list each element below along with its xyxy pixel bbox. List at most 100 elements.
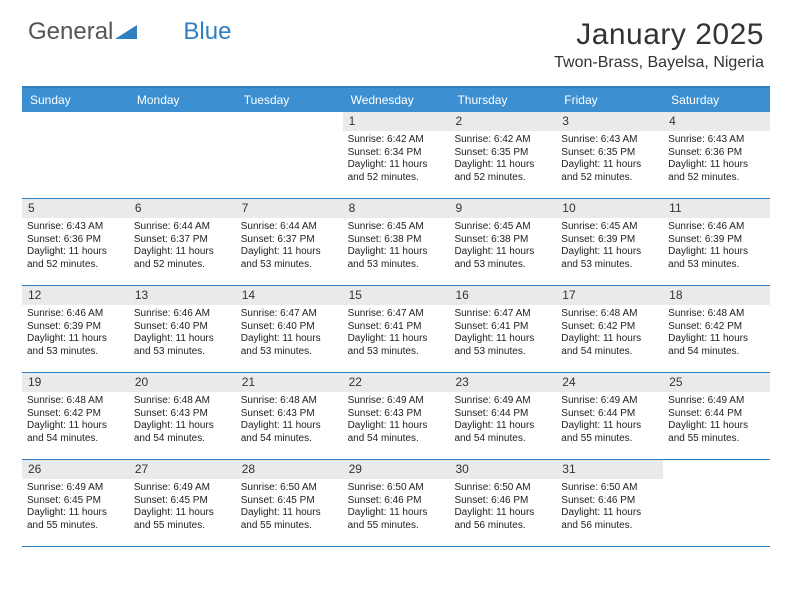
day-body: Sunrise: 6:49 AMSunset: 6:43 PMDaylight:… <box>343 392 450 449</box>
day-line: Sunset: 6:46 PM <box>348 495 445 508</box>
brand-logo: General Blue <box>28 18 231 46</box>
day-body: Sunrise: 6:46 AMSunset: 6:39 PMDaylight:… <box>663 218 770 275</box>
day-header-row: SundayMondayTuesdayWednesdayThursdayFrid… <box>22 88 770 112</box>
day-line: Sunrise: 6:48 AM <box>134 395 231 408</box>
day-body: Sunrise: 6:49 AMSunset: 6:44 PMDaylight:… <box>556 392 663 449</box>
day-header: Tuesday <box>236 88 343 112</box>
day-number: 11 <box>663 199 770 218</box>
day-line: Sunset: 6:44 PM <box>561 408 658 421</box>
day-line: Sunrise: 6:49 AM <box>27 482 124 495</box>
day-line: Sunrise: 6:47 AM <box>454 308 551 321</box>
calendar-cell: 16Sunrise: 6:47 AMSunset: 6:41 PMDayligh… <box>449 286 556 372</box>
day-line: Sunset: 6:42 PM <box>27 408 124 421</box>
calendar-cell: 7Sunrise: 6:44 AMSunset: 6:37 PMDaylight… <box>236 199 343 285</box>
week-row: 12Sunrise: 6:46 AMSunset: 6:39 PMDayligh… <box>22 286 770 373</box>
day-line: Daylight: 11 hours and 56 minutes. <box>454 507 551 532</box>
day-number: 2 <box>449 112 556 131</box>
day-line: Sunrise: 6:43 AM <box>668 134 765 147</box>
day-number: 25 <box>663 373 770 392</box>
day-line: Sunrise: 6:44 AM <box>241 221 338 234</box>
day-line: Sunrise: 6:45 AM <box>348 221 445 234</box>
day-line: Daylight: 11 hours and 53 minutes. <box>134 333 231 358</box>
day-line: Daylight: 11 hours and 53 minutes. <box>241 333 338 358</box>
day-number: 17 <box>556 286 663 305</box>
day-line: Sunset: 6:38 PM <box>454 234 551 247</box>
calendar-cell <box>129 112 236 198</box>
day-line: Daylight: 11 hours and 54 minutes. <box>454 420 551 445</box>
day-number: 15 <box>343 286 450 305</box>
calendar-cell: 11Sunrise: 6:46 AMSunset: 6:39 PMDayligh… <box>663 199 770 285</box>
day-line: Sunset: 6:36 PM <box>668 147 765 160</box>
day-body: Sunrise: 6:42 AMSunset: 6:35 PMDaylight:… <box>449 131 556 188</box>
day-number: 26 <box>22 460 129 479</box>
day-line: Sunrise: 6:45 AM <box>561 221 658 234</box>
day-number: 20 <box>129 373 236 392</box>
day-line: Sunrise: 6:42 AM <box>348 134 445 147</box>
page-header: General Blue January 2025 Twon-Brass, Ba… <box>0 0 792 78</box>
calendar-cell: 29Sunrise: 6:50 AMSunset: 6:46 PMDayligh… <box>343 460 450 546</box>
day-number <box>236 112 343 131</box>
day-line: Daylight: 11 hours and 52 minutes. <box>561 159 658 184</box>
day-line: Sunset: 6:36 PM <box>27 234 124 247</box>
day-number: 1 <box>343 112 450 131</box>
day-line: Daylight: 11 hours and 55 minutes. <box>561 420 658 445</box>
day-body <box>22 131 129 138</box>
day-line: Sunrise: 6:49 AM <box>454 395 551 408</box>
day-number: 10 <box>556 199 663 218</box>
day-line: Daylight: 11 hours and 55 minutes. <box>241 507 338 532</box>
day-number: 23 <box>449 373 556 392</box>
day-line: Sunrise: 6:46 AM <box>668 221 765 234</box>
day-line: Sunrise: 6:46 AM <box>27 308 124 321</box>
day-line: Sunrise: 6:43 AM <box>27 221 124 234</box>
day-line: Sunrise: 6:50 AM <box>241 482 338 495</box>
day-line: Sunset: 6:38 PM <box>348 234 445 247</box>
day-line: Sunset: 6:41 PM <box>348 321 445 334</box>
day-line: Sunset: 6:40 PM <box>134 321 231 334</box>
day-body: Sunrise: 6:44 AMSunset: 6:37 PMDaylight:… <box>129 218 236 275</box>
day-line: Daylight: 11 hours and 52 minutes. <box>668 159 765 184</box>
day-number: 19 <box>22 373 129 392</box>
day-line: Daylight: 11 hours and 55 minutes. <box>27 507 124 532</box>
day-line: Daylight: 11 hours and 56 minutes. <box>561 507 658 532</box>
day-line: Sunset: 6:44 PM <box>668 408 765 421</box>
calendar-cell: 30Sunrise: 6:50 AMSunset: 6:46 PMDayligh… <box>449 460 556 546</box>
day-body: Sunrise: 6:47 AMSunset: 6:41 PMDaylight:… <box>343 305 450 362</box>
day-body: Sunrise: 6:42 AMSunset: 6:34 PMDaylight:… <box>343 131 450 188</box>
day-line: Sunset: 6:39 PM <box>668 234 765 247</box>
day-line: Sunset: 6:42 PM <box>561 321 658 334</box>
day-line: Daylight: 11 hours and 52 minutes. <box>134 246 231 271</box>
day-line: Sunrise: 6:42 AM <box>454 134 551 147</box>
day-header: Wednesday <box>343 88 450 112</box>
day-number: 27 <box>129 460 236 479</box>
day-body <box>236 131 343 138</box>
calendar-cell: 22Sunrise: 6:49 AMSunset: 6:43 PMDayligh… <box>343 373 450 459</box>
week-row: 26Sunrise: 6:49 AMSunset: 6:45 PMDayligh… <box>22 460 770 547</box>
day-number: 3 <box>556 112 663 131</box>
day-line: Sunset: 6:35 PM <box>454 147 551 160</box>
day-line: Sunrise: 6:48 AM <box>241 395 338 408</box>
day-number: 16 <box>449 286 556 305</box>
day-line: Daylight: 11 hours and 53 minutes. <box>348 246 445 271</box>
day-number: 18 <box>663 286 770 305</box>
day-line: Sunrise: 6:48 AM <box>561 308 658 321</box>
day-body: Sunrise: 6:48 AMSunset: 6:42 PMDaylight:… <box>22 392 129 449</box>
day-line: Sunset: 6:46 PM <box>454 495 551 508</box>
day-line: Sunrise: 6:49 AM <box>134 482 231 495</box>
day-body: Sunrise: 6:49 AMSunset: 6:44 PMDaylight:… <box>663 392 770 449</box>
calendar-cell: 15Sunrise: 6:47 AMSunset: 6:41 PMDayligh… <box>343 286 450 372</box>
day-body: Sunrise: 6:50 AMSunset: 6:46 PMDaylight:… <box>449 479 556 536</box>
day-body: Sunrise: 6:49 AMSunset: 6:44 PMDaylight:… <box>449 392 556 449</box>
day-line: Daylight: 11 hours and 52 minutes. <box>454 159 551 184</box>
day-line: Sunrise: 6:45 AM <box>454 221 551 234</box>
day-number: 4 <box>663 112 770 131</box>
calendar-cell: 6Sunrise: 6:44 AMSunset: 6:37 PMDaylight… <box>129 199 236 285</box>
day-line: Daylight: 11 hours and 54 minutes. <box>134 420 231 445</box>
calendar-cell: 25Sunrise: 6:49 AMSunset: 6:44 PMDayligh… <box>663 373 770 459</box>
day-number: 31 <box>556 460 663 479</box>
title-block: January 2025 Twon-Brass, Bayelsa, Nigeri… <box>554 18 764 72</box>
week-row: 19Sunrise: 6:48 AMSunset: 6:42 PMDayligh… <box>22 373 770 460</box>
day-line: Daylight: 11 hours and 52 minutes. <box>348 159 445 184</box>
day-line: Sunset: 6:44 PM <box>454 408 551 421</box>
day-number: 30 <box>449 460 556 479</box>
day-number: 24 <box>556 373 663 392</box>
